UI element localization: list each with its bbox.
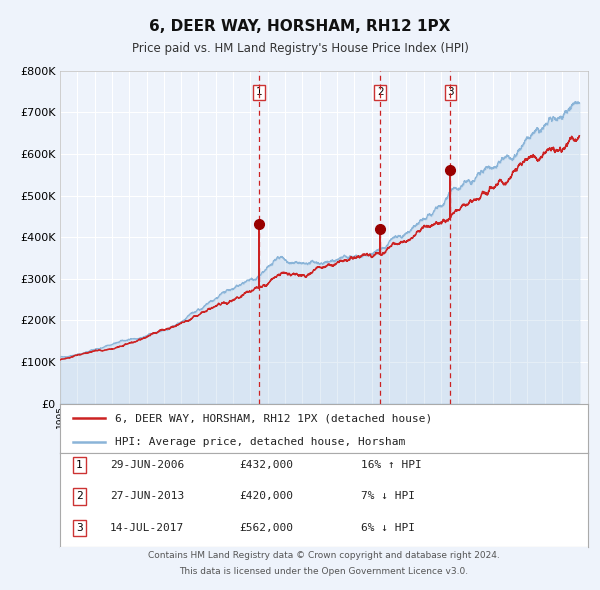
Text: 3: 3 bbox=[76, 523, 83, 533]
Text: Contains HM Land Registry data © Crown copyright and database right 2024.: Contains HM Land Registry data © Crown c… bbox=[148, 551, 500, 560]
Text: 14-JUL-2017: 14-JUL-2017 bbox=[110, 523, 184, 533]
Text: 1: 1 bbox=[256, 87, 262, 97]
Text: 27-JUN-2013: 27-JUN-2013 bbox=[110, 491, 184, 502]
Text: 1: 1 bbox=[76, 460, 83, 470]
Text: 2: 2 bbox=[377, 87, 383, 97]
Text: 6, DEER WAY, HORSHAM, RH12 1PX (detached house): 6, DEER WAY, HORSHAM, RH12 1PX (detached… bbox=[115, 414, 433, 424]
Text: £562,000: £562,000 bbox=[239, 523, 293, 533]
Text: HPI: Average price, detached house, Horsham: HPI: Average price, detached house, Hors… bbox=[115, 437, 406, 447]
Text: 2: 2 bbox=[76, 491, 83, 502]
Text: 6, DEER WAY, HORSHAM, RH12 1PX: 6, DEER WAY, HORSHAM, RH12 1PX bbox=[149, 19, 451, 34]
Text: £420,000: £420,000 bbox=[239, 491, 293, 502]
Text: 3: 3 bbox=[447, 87, 454, 97]
Text: 7% ↓ HPI: 7% ↓ HPI bbox=[361, 491, 415, 502]
Text: £432,000: £432,000 bbox=[239, 460, 293, 470]
Text: This data is licensed under the Open Government Licence v3.0.: This data is licensed under the Open Gov… bbox=[179, 568, 469, 576]
Text: 6% ↓ HPI: 6% ↓ HPI bbox=[361, 523, 415, 533]
Text: 16% ↑ HPI: 16% ↑ HPI bbox=[361, 460, 422, 470]
Text: 29-JUN-2006: 29-JUN-2006 bbox=[110, 460, 184, 470]
Text: Price paid vs. HM Land Registry's House Price Index (HPI): Price paid vs. HM Land Registry's House … bbox=[131, 42, 469, 55]
